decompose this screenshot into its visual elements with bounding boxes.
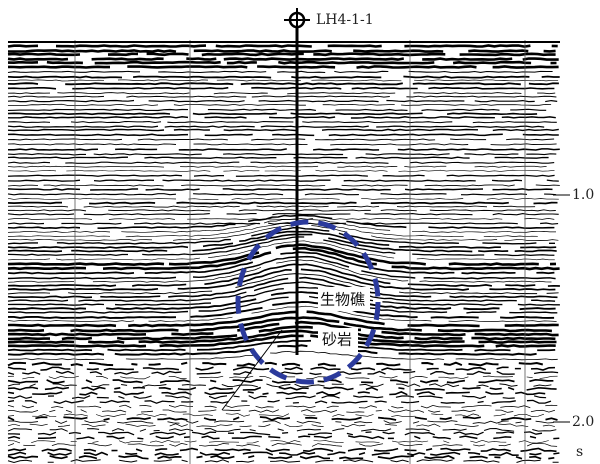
reflector xyxy=(8,134,559,135)
well-label: LH4-1-1 xyxy=(316,12,374,28)
reflector xyxy=(8,46,558,47)
time-unit: s xyxy=(576,444,583,460)
reflector xyxy=(8,126,544,127)
reflector xyxy=(8,66,559,67)
sandstone-label: 砂岩 xyxy=(322,331,352,349)
reflector xyxy=(8,113,537,114)
page: {"well": {"label": "LH4-1-1"}, "time_axi… xyxy=(0,0,600,464)
reflector xyxy=(8,50,556,51)
time-tick-label: 1.0 xyxy=(572,187,594,203)
reef-label: 生物礁 xyxy=(320,291,365,309)
reflector xyxy=(8,175,555,176)
reflector xyxy=(8,149,560,150)
time-tick-label: 2.0 xyxy=(572,414,594,430)
reflector xyxy=(8,83,559,84)
seismic-figure: LH4-1-1 生物礁 砂岩 1.0 2.0 s xyxy=(0,0,600,464)
reflector xyxy=(8,88,554,89)
